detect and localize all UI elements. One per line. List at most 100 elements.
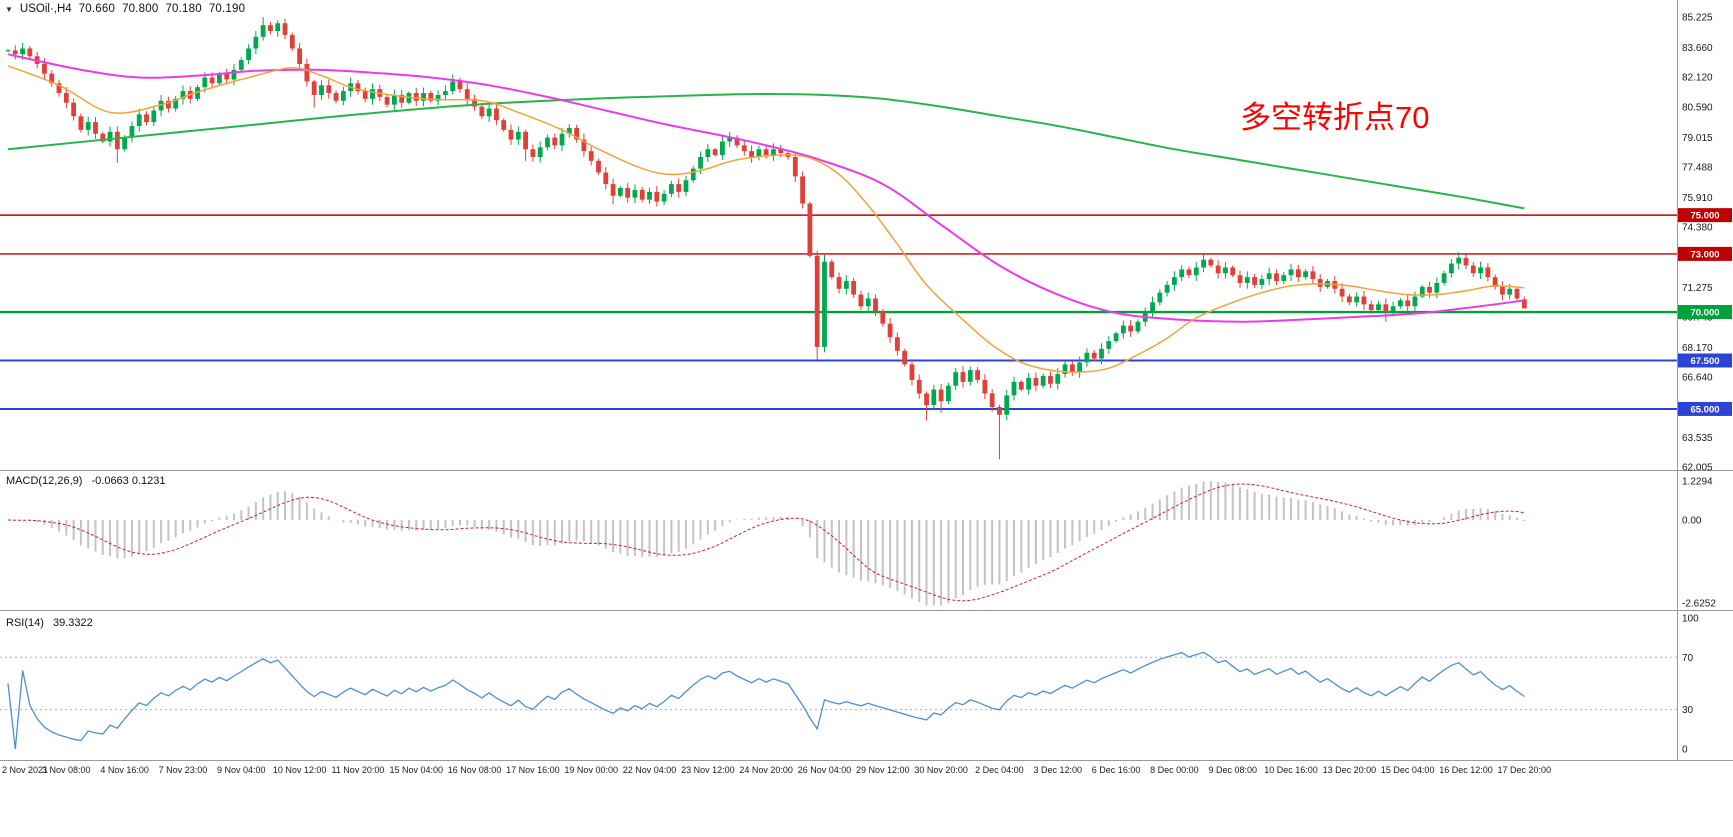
candle-body <box>1266 273 1272 280</box>
candle-body <box>873 298 878 313</box>
candle-body <box>85 122 91 130</box>
candle-body <box>639 189 645 200</box>
candle-body <box>814 255 820 347</box>
candle-body <box>1456 257 1462 264</box>
candle-body <box>1259 279 1265 285</box>
candle-body <box>1040 376 1046 386</box>
candle-body <box>1099 348 1104 359</box>
candle-body <box>1069 364 1075 373</box>
candle-body <box>1368 304 1374 311</box>
candle-body <box>173 98 179 109</box>
candle-body <box>399 94 405 103</box>
candle-body <box>1128 325 1134 332</box>
ohlc-low: 70.180 <box>165 3 202 15</box>
macd-axis-label: 1.2294 <box>1682 477 1713 488</box>
candle-body <box>435 94 441 101</box>
candle-body <box>1281 275 1287 282</box>
price-axis-label: 77.488 <box>1682 162 1713 173</box>
candle-body <box>151 110 157 123</box>
time-axis-label: 17 Dec 20:00 <box>1498 765 1552 775</box>
price-axis-label: 74.380 <box>1682 223 1713 234</box>
time-axis-label: 16 Dec 12:00 <box>1439 765 1493 775</box>
candle-body <box>282 23 288 35</box>
candle-body <box>588 151 594 161</box>
candle-body <box>654 191 660 202</box>
hline-price-tag[interactable] <box>1678 246 1732 261</box>
candle-body <box>195 87 200 99</box>
candle-body <box>289 34 295 49</box>
candle-body <box>1055 374 1061 384</box>
candle-body <box>333 93 339 101</box>
candle-body <box>165 100 171 109</box>
ma-slow-line <box>7 92 1525 210</box>
macd-panel-label: MACD(12,26,9) -0.0663 0.1231 <box>6 475 166 487</box>
time-axis-label: 11 Nov 20:00 <box>331 765 384 775</box>
candle-body <box>792 156 798 177</box>
candle-body <box>975 370 980 380</box>
candle-body <box>822 261 827 347</box>
candle-body <box>56 83 62 94</box>
candle-body <box>71 102 77 117</box>
candle-body <box>1383 304 1389 313</box>
ma-medium-line <box>7 53 1525 323</box>
candle-body <box>297 48 302 64</box>
time-axis-label: 26 Nov 04:00 <box>798 765 852 775</box>
candle-body <box>224 73 230 80</box>
time-axis-label: 6 Dec 16:00 <box>1092 765 1141 775</box>
candle-body <box>20 48 25 55</box>
time-axis-label: 29 Nov 12:00 <box>856 765 910 775</box>
hline-price-tag[interactable] <box>1678 305 1732 320</box>
hline-price-tag[interactable] <box>1678 208 1732 223</box>
candle-body <box>1390 306 1396 313</box>
candle-body <box>566 127 572 134</box>
candle-body <box>734 137 740 146</box>
candle-body <box>355 83 361 92</box>
candle-body <box>246 48 251 61</box>
candle-body <box>771 149 776 156</box>
candle-body <box>391 94 397 105</box>
candle-body <box>967 370 973 382</box>
ohlc-high: 70.800 <box>122 3 159 15</box>
candle-body <box>851 281 857 295</box>
candle-body <box>1004 395 1010 415</box>
rsi-axis-label: 100 <box>1682 613 1699 624</box>
candle-body <box>1412 296 1418 307</box>
symbol-timeframe-label: USOil·,H4 <box>19 3 72 15</box>
candle-body <box>42 63 47 74</box>
candle-body <box>464 89 470 99</box>
time-axis-label: 9 Nov 04:00 <box>217 765 266 775</box>
candle-body <box>1150 302 1155 313</box>
candle-body <box>49 73 55 84</box>
chart-annotation: 多空转折点70 <box>1240 100 1430 135</box>
time-axis-label: 8 Dec 00:00 <box>1150 765 1199 775</box>
candle-body <box>158 100 164 111</box>
time-axis-label: 19 Nov 00:00 <box>564 765 618 775</box>
hline-price-tag-label: 70.000 <box>1690 308 1719 319</box>
candle-body <box>457 81 463 90</box>
candle-body <box>1521 299 1527 309</box>
candle-body <box>1339 288 1345 297</box>
candle-body <box>384 96 390 105</box>
candle-body <box>1018 381 1024 390</box>
time-axis-label: 30 Nov 20:00 <box>914 765 968 775</box>
candle-body <box>486 108 492 117</box>
hline-price-tag[interactable] <box>1678 401 1732 416</box>
candle-body <box>836 277 842 289</box>
price-axis-label: 75.910 <box>1682 193 1713 204</box>
rsi-indicator-name: RSI(14) <box>6 617 44 629</box>
candle-body <box>253 36 259 49</box>
candle-body <box>370 89 375 99</box>
candle-body <box>231 69 237 80</box>
candle-body <box>93 122 98 134</box>
hline-price-tag[interactable] <box>1678 353 1732 368</box>
candle-body <box>1223 267 1228 274</box>
candle-body <box>720 141 725 156</box>
candle-body <box>574 127 580 140</box>
candle-body <box>5 50 11 52</box>
candle-body <box>1470 265 1476 274</box>
candle-body <box>1303 271 1309 278</box>
symbol-dropdown-icon[interactable]: ▼ <box>5 4 13 14</box>
candle-body <box>1011 381 1017 396</box>
candle-body <box>632 189 638 198</box>
